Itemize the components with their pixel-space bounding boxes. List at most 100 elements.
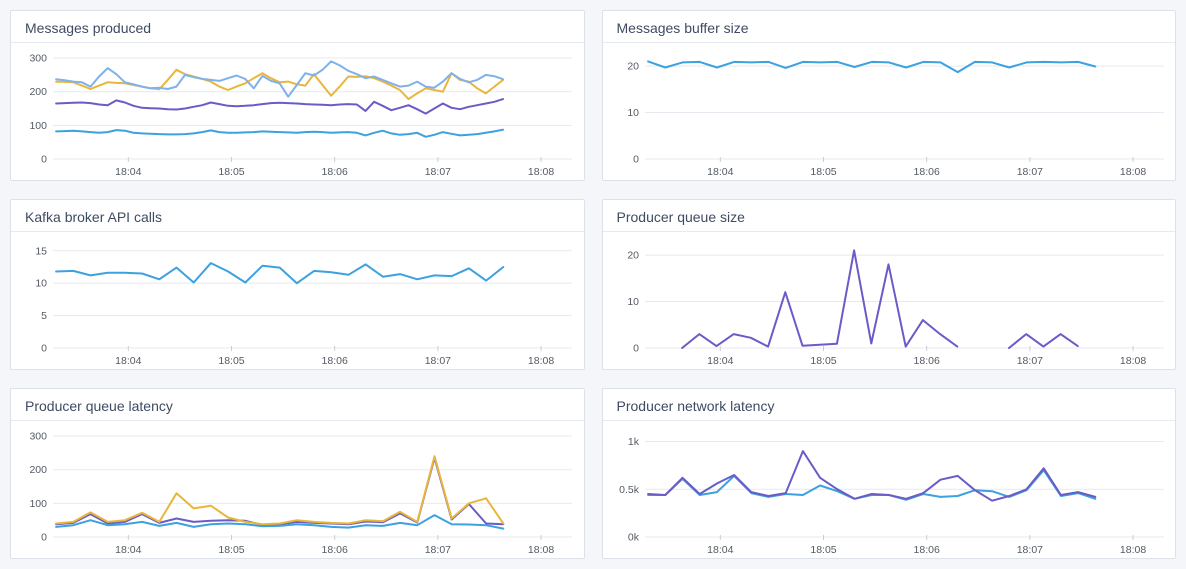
panel-title[interactable]: Producer network latency — [616, 397, 775, 414]
svg-text:18:08: 18:08 — [1119, 355, 1145, 367]
svg-text:18:04: 18:04 — [115, 355, 141, 367]
y-axis: 0 10 20 — [627, 250, 1164, 355]
series-lines — [55, 455, 505, 530]
chart-svg: 0 100 200 300 18:04 18:05 18:06 18:07 18:08 — [29, 53, 572, 178]
svg-text:18:05: 18:05 — [810, 355, 836, 367]
svg-text:200: 200 — [29, 86, 47, 98]
svg-text:18:08: 18:08 — [528, 355, 554, 367]
x-axis: 18:04 18:05 18:06 18:07 18:08 — [707, 157, 1146, 178]
svg-text:0: 0 — [41, 532, 47, 544]
panel-header: Messages produced — [11, 11, 584, 43]
svg-text:18:08: 18:08 — [528, 166, 554, 178]
y-axis: 0 5 10 15 — [35, 245, 572, 355]
panel-header: Producer queue latency — [11, 389, 584, 421]
series-lines — [55, 262, 505, 285]
svg-text:18:06: 18:06 — [913, 355, 939, 367]
chart-canvas-kafka-broker-api-calls[interactable]: 0 5 10 15 18:04 18:05 18:06 18:07 18:08 — [11, 232, 584, 369]
panel-header: Producer network latency — [602, 389, 1175, 421]
chart-svg: 0 100 200 300 18:04 18:05 18:06 18:07 18:08 — [29, 431, 572, 556]
series-api-calls — [55, 262, 505, 285]
svg-text:0: 0 — [41, 154, 47, 166]
series-network-latency-violet — [646, 450, 1096, 502]
svg-text:300: 300 — [29, 431, 47, 443]
svg-text:0k: 0k — [627, 532, 639, 544]
series-queue-size — [680, 249, 958, 349]
chart-canvas-producer-queue-latency[interactable]: 0 100 200 300 18:04 18:05 18:06 18:07 18:08 — [11, 421, 584, 558]
panel-header: Messages buffer size — [602, 11, 1175, 43]
panel-header: Kafka broker API calls — [11, 200, 584, 232]
svg-text:18:08: 18:08 — [528, 544, 554, 556]
x-axis: 18:04 18:05 18:06 18:07 18:08 — [115, 157, 554, 178]
svg-text:18:04: 18:04 — [707, 355, 733, 367]
series-latency-violet — [55, 456, 505, 526]
svg-text:18:06: 18:06 — [322, 544, 348, 556]
series-buffer-size — [646, 60, 1096, 74]
svg-text:0.5k: 0.5k — [619, 484, 640, 496]
panel-header: Producer queue size — [602, 200, 1175, 232]
svg-text:18:08: 18:08 — [1119, 166, 1145, 178]
svg-text:200: 200 — [29, 464, 47, 476]
svg-text:18:05: 18:05 — [810, 544, 836, 556]
chart-canvas-producer-queue-size[interactable]: 0 10 20 18:04 18:05 18:06 18:07 18:08 — [603, 232, 1176, 369]
chart-svg: 0 5 10 15 18:04 18:05 18:06 18:07 18:08 — [35, 245, 572, 367]
svg-text:18:05: 18:05 — [218, 355, 244, 367]
panel-title[interactable]: Kafka broker API calls — [25, 208, 162, 225]
svg-text:18:07: 18:07 — [1016, 544, 1042, 556]
chart-svg: 0 10 20 18:04 18:05 18:06 18:07 18:08 — [627, 249, 1164, 367]
series-lines — [646, 450, 1096, 502]
chart-svg: 0k 0.5k 1k 18:04 18:05 18:06 18:07 18:08 — [619, 436, 1164, 556]
svg-text:18:05: 18:05 — [218, 166, 244, 178]
panel-title[interactable]: Messages buffer size — [616, 19, 749, 36]
series-producer-violet — [55, 98, 504, 115]
svg-text:100: 100 — [29, 120, 47, 132]
svg-text:20: 20 — [627, 61, 639, 73]
panel-producer-queue-latency: Producer queue latency 0 100 200 300 18:04 18… — [10, 388, 585, 559]
series-lines — [55, 60, 504, 138]
svg-text:18:05: 18:05 — [218, 544, 244, 556]
svg-text:15: 15 — [35, 245, 47, 257]
panel-producer-network-latency: Producer network latency 0k 0.5k 1k 18:04 18… — [601, 388, 1176, 559]
panel-title[interactable]: Producer queue latency — [25, 397, 173, 414]
chart-canvas-messages-buffer-size[interactable]: 0 10 20 18:04 18:05 18:06 18:07 18:08 — [603, 43, 1176, 180]
x-axis: 18:04 18:05 18:06 18:07 18:08 — [707, 346, 1146, 367]
svg-text:10: 10 — [627, 296, 639, 308]
panel-messages-produced: Messages produced 0 100 200 300 18:04 18:05 18… — [10, 10, 585, 181]
svg-text:18:07: 18:07 — [1016, 355, 1042, 367]
svg-text:18:06: 18:06 — [913, 544, 939, 556]
svg-text:0: 0 — [633, 154, 639, 166]
svg-text:18:05: 18:05 — [810, 166, 836, 178]
svg-text:18:04: 18:04 — [115, 166, 141, 178]
series-queue-size — [1007, 333, 1079, 349]
svg-text:18:06: 18:06 — [322, 355, 348, 367]
svg-text:18:04: 18:04 — [115, 544, 141, 556]
svg-text:18:04: 18:04 — [707, 166, 733, 178]
series-lines — [646, 60, 1096, 74]
svg-text:0: 0 — [633, 343, 639, 355]
svg-text:18:07: 18:07 — [425, 166, 451, 178]
panel-title[interactable]: Messages produced — [25, 19, 152, 36]
panel-title[interactable]: Producer queue size — [616, 208, 745, 225]
svg-text:18:07: 18:07 — [425, 355, 451, 367]
svg-text:0: 0 — [41, 343, 47, 355]
svg-text:100: 100 — [29, 498, 47, 510]
svg-text:10: 10 — [627, 107, 639, 119]
svg-text:18:06: 18:06 — [322, 166, 348, 178]
y-axis: 0 100 200 300 — [29, 431, 572, 544]
panel-kafka-broker-api-calls: Kafka broker API calls 0 5 10 15 18:04 18:05 1… — [10, 199, 585, 370]
x-axis: 18:04 18:05 18:06 18:07 18:08 — [115, 346, 554, 367]
y-axis: 0k 0.5k 1k — [619, 436, 1164, 544]
panel-messages-buffer-size: Messages buffer size 0 10 20 18:04 18:05 18:0… — [601, 10, 1176, 181]
chart-canvas-producer-network-latency[interactable]: 0k 0.5k 1k 18:04 18:05 18:06 18:07 18:08 — [603, 421, 1176, 558]
chart-canvas-messages-produced[interactable]: 0 100 200 300 18:04 18:05 18:06 18:07 18:08 — [11, 43, 584, 180]
svg-text:20: 20 — [627, 250, 639, 262]
series-latency-yellow — [55, 455, 505, 526]
svg-text:300: 300 — [29, 53, 47, 65]
svg-text:18:04: 18:04 — [707, 544, 733, 556]
x-axis: 18:04 18:05 18:06 18:07 18:08 — [707, 535, 1146, 556]
svg-text:18:07: 18:07 — [425, 544, 451, 556]
svg-text:5: 5 — [41, 310, 47, 322]
x-axis: 18:04 18:05 18:06 18:07 18:08 — [115, 535, 554, 556]
svg-text:18:07: 18:07 — [1016, 166, 1042, 178]
svg-text:10: 10 — [35, 278, 47, 290]
